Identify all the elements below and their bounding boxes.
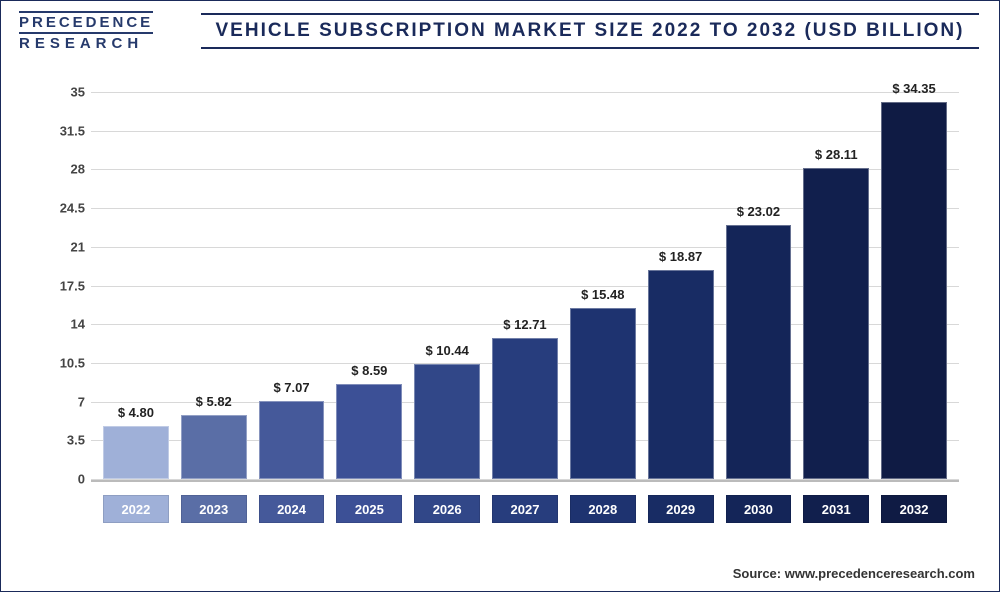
logo-line2: RESEARCH (19, 34, 153, 51)
y-tick-label: 17.5 (51, 278, 85, 293)
bar (181, 415, 247, 479)
bar (570, 308, 636, 479)
y-tick-label: 3.5 (51, 433, 85, 448)
x-category-box: 2031 (803, 495, 869, 523)
y-tick-label: 35 (51, 85, 85, 100)
bar-group: $ 12.71 (486, 81, 564, 479)
chart-area: 0 3.5 7 10.5 14 17.5 21 24.5 28 31.5 35 $ 4.80 $ 5.… (51, 81, 969, 531)
source-text: Source: www.precedenceresearch.com (733, 566, 975, 581)
bar (803, 168, 869, 479)
logo-line1: PRECEDENCE (19, 11, 153, 34)
x-category-box: 2029 (648, 495, 714, 523)
x-category-box: 2023 (181, 495, 247, 523)
x-category-box: 2028 (570, 495, 636, 523)
y-tick-label: 10.5 (51, 355, 85, 370)
bar (726, 225, 792, 479)
bar-value-label: $ 5.82 (196, 394, 232, 409)
x-category-box: 2025 (336, 495, 402, 523)
bar-value-label: $ 28.11 (815, 147, 858, 162)
y-tick-label: 0 (51, 472, 85, 487)
brand-logo: PRECEDENCE RESEARCH (19, 11, 153, 51)
bar-value-label: $ 4.80 (118, 405, 154, 420)
x-category-box: 2024 (259, 495, 325, 523)
bar-group: $ 28.11 (797, 81, 875, 479)
x-category-box: 2027 (492, 495, 558, 523)
bar (881, 102, 947, 479)
y-tick-label: 21 (51, 239, 85, 254)
y-tick-label: 28 (51, 162, 85, 177)
bar-group: $ 15.48 (564, 81, 642, 479)
bar-group: $ 34.35 (875, 81, 953, 479)
bar-value-label: $ 18.87 (659, 249, 702, 264)
bar-value-label: $ 23.02 (737, 204, 780, 219)
y-tick-label: 7 (51, 394, 85, 409)
x-category-box: 2026 (414, 495, 480, 523)
bars-container: $ 4.80 $ 5.82 $ 7.07 $ 8.59 $ 10.44 $ 12.71 $ … (91, 81, 959, 479)
y-tick-label: 14 (51, 317, 85, 332)
bar-group: $ 10.44 (408, 81, 486, 479)
bar-group: $ 8.59 (330, 81, 408, 479)
bar-group: $ 4.80 (97, 81, 175, 479)
bar-value-label: $ 8.59 (351, 363, 387, 378)
bar-value-label: $ 7.07 (273, 380, 309, 395)
gridline (91, 479, 959, 480)
chart-title: VEHICLE SUBSCRIPTION MARKET SIZE 2022 TO… (216, 20, 965, 42)
bar (492, 338, 558, 479)
bar-group: $ 23.02 (720, 81, 798, 479)
bar-value-label: $ 12.71 (503, 317, 546, 332)
bar (259, 401, 325, 479)
y-tick-label: 31.5 (51, 123, 85, 138)
bar-group: $ 5.82 (175, 81, 253, 479)
x-category-box: 2032 (881, 495, 947, 523)
plot-region: 03.5710.51417.52124.52831.535 $ 4.80$ 5.… (91, 81, 959, 481)
bar-value-label: $ 15.48 (581, 287, 624, 302)
bar-value-label: $ 10.44 (425, 343, 468, 358)
bar-group: $ 7.07 (253, 81, 331, 479)
y-tick-label: 24.5 (51, 201, 85, 216)
x-category-box: 2022 (103, 495, 169, 523)
bar-value-label: $ 34.35 (892, 81, 935, 96)
x-category-box: 2030 (726, 495, 792, 523)
bar (336, 384, 402, 479)
x-axis: 2022 2023 2024 2025 2026 2027 2028 2029 2030 2031… (91, 489, 959, 531)
bar (648, 270, 714, 479)
bar (103, 426, 169, 479)
bar-group: $ 18.87 (642, 81, 720, 479)
title-bar: VEHICLE SUBSCRIPTION MARKET SIZE 2022 TO… (201, 13, 979, 49)
bar (414, 364, 480, 479)
